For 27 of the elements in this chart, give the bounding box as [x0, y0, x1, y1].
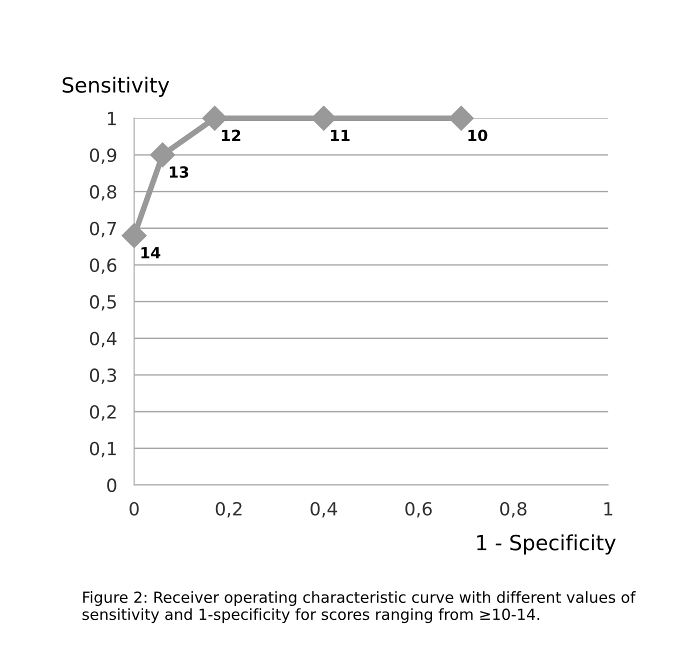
y-tick-label: 0,9 [90, 148, 116, 164]
y-tick-label: 0,8 [90, 185, 116, 201]
x-tick-label: 0,4 [310, 502, 338, 518]
x-tick-label: 0,8 [500, 502, 526, 518]
x-tick-label: 0,6 [405, 502, 432, 518]
y-tick-label: 0,6 [90, 258, 116, 274]
annotation: 13 [170, 166, 188, 178]
annotation: 14 [141, 247, 160, 258]
y-tick-label: 0,7 [90, 222, 116, 238]
y-tick-label: 0,3 [90, 368, 116, 384]
y-axis-title: Sensitivity [62, 76, 170, 97]
x-tick-label: 1 [604, 502, 612, 516]
annotation: 12 [222, 130, 240, 141]
caption: Figure 2: Receiver operating characteristic curve with different values of sensitivity and 1-specificity for scores ranging from ≥10-14. [82, 591, 636, 624]
y-tick-label: 0,5 [90, 295, 116, 311]
x-tick-label: 0,2 [216, 502, 242, 518]
annotation: 10 [468, 130, 488, 142]
y-tick-label: 0,1 [90, 442, 116, 458]
point [122, 223, 147, 248]
annotation: 11 [331, 130, 350, 141]
y-tick-label: 0,2 [90, 405, 116, 421]
point [150, 142, 176, 168]
x-axis-title: 1 - Specificity [477, 534, 616, 554]
y-tick-label: 0 [107, 478, 116, 492]
x-tick-label: 0 [130, 502, 139, 516]
y-tick-label: 1 [108, 112, 116, 126]
y-tick-label: 0,4 [90, 332, 116, 348]
